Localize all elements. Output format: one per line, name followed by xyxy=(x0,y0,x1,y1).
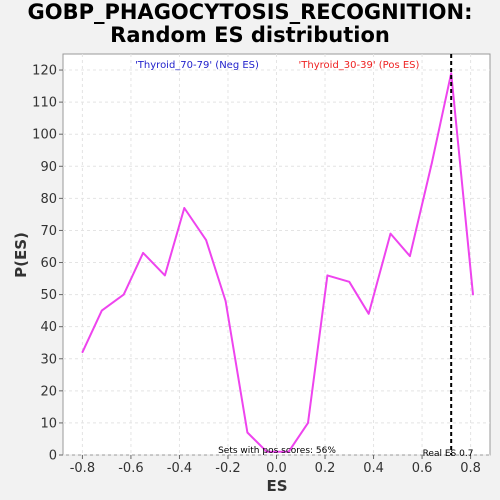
es-data-point xyxy=(348,280,351,283)
chart-title-line-1: GOBP_PHAGOCYTOSIS_RECOGNITION: xyxy=(27,0,473,24)
es-data-point xyxy=(164,274,166,277)
y-tick-label: 110 xyxy=(32,96,57,111)
x-tick-label: 0.4 xyxy=(363,461,384,476)
es-data-point xyxy=(81,351,84,354)
x-tick-label: -0.2 xyxy=(215,461,240,476)
y-axis-title: P(ES) xyxy=(12,232,30,278)
y-tick-label: 30 xyxy=(40,352,57,367)
pos-scores-annotation: Sets with pos scores: 56% xyxy=(218,446,336,456)
y-tick-label: 20 xyxy=(40,384,57,399)
es-data-point xyxy=(409,255,411,257)
x-tick-label: 0.0 xyxy=(266,461,287,476)
es-data-point xyxy=(142,252,144,254)
real-es-annotation: Real ES 0.7 xyxy=(423,449,474,459)
y-tick-label: 90 xyxy=(40,160,57,175)
es-data-point xyxy=(389,232,392,235)
es-data-point xyxy=(326,274,329,277)
y-tick-label: 60 xyxy=(40,256,57,271)
es-data-point xyxy=(183,207,186,209)
series-layer xyxy=(81,72,474,453)
x-axis-title: ES xyxy=(266,477,287,495)
chart-title-line-2: Random ES distribution xyxy=(110,23,390,47)
y-tick-label: 40 xyxy=(40,320,57,335)
legend-pos-es: 'Thyroid_30-39' (Pos ES) xyxy=(299,60,420,71)
x-tick-label: 0.2 xyxy=(315,461,336,476)
es-series-line xyxy=(81,72,474,453)
y-tick-label: 120 xyxy=(32,64,57,79)
legend-neg-es: 'Thyroid_70-79' (Neg ES) xyxy=(135,60,259,71)
y-axis-ticks: 0 10 20 30 40 50 60 70 80 90 100 110 120 xyxy=(32,64,63,464)
y-tick-label: 100 xyxy=(32,128,57,143)
y-tick-label: 50 xyxy=(40,288,57,303)
x-tick-label: -0.8 xyxy=(70,461,95,476)
es-data-point xyxy=(367,313,370,315)
es-data-point xyxy=(122,293,125,296)
x-tick-label: 0.8 xyxy=(460,461,481,476)
es-data-point xyxy=(307,422,309,424)
es-data-point xyxy=(287,450,290,453)
y-tick-label: 70 xyxy=(40,224,57,239)
es-data-point xyxy=(430,162,433,164)
y-tick-label: 10 xyxy=(40,416,57,431)
es-data-point xyxy=(450,72,452,75)
y-tick-label: 80 xyxy=(40,192,57,207)
y-tick-label: 0 xyxy=(49,449,57,464)
x-tick-label: 0.6 xyxy=(412,461,433,476)
es-data-point xyxy=(224,300,227,302)
es-data-point xyxy=(205,239,207,241)
x-tick-label: -0.4 xyxy=(167,461,192,476)
es-data-point xyxy=(101,309,103,312)
chart-title: GOBP_PHAGOCYTOSIS_RECOGNITION: Random ES… xyxy=(0,1,500,47)
es-data-point xyxy=(472,293,474,296)
grid-lines xyxy=(63,54,490,456)
x-axis-ticks: -0.8 -0.6 -0.4 -0.2 0.0 0.2 0.4 0.6 0.8 xyxy=(70,455,481,476)
x-tick-label: -0.6 xyxy=(118,461,143,476)
es-data-point xyxy=(246,431,249,434)
es-data-point xyxy=(265,450,268,453)
